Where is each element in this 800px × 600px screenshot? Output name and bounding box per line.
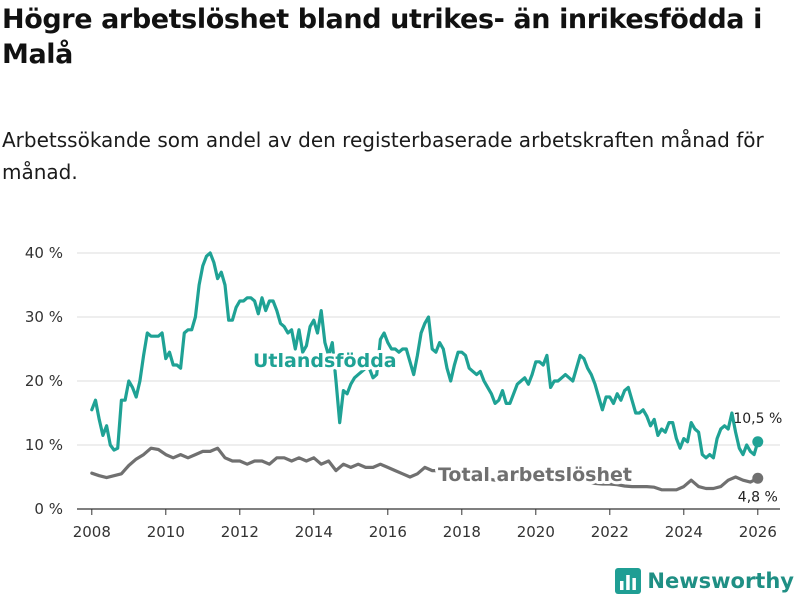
y-tick-label-20: 20 %: [25, 372, 63, 390]
bar-chart-logo-icon: [615, 568, 642, 594]
x-tick-label-2018: 2018: [443, 523, 481, 541]
x-tick-label-2024: 2024: [665, 523, 703, 541]
end-point-total-arbetslöshet: [752, 472, 764, 484]
x-tick-label-2016: 2016: [369, 523, 407, 541]
y-tick-label-10: 10 %: [25, 436, 63, 454]
x-tick-label-2022: 2022: [591, 523, 629, 541]
end-label-total: 4,8 %: [738, 489, 778, 505]
series-line-total-arbetslöshet: [90, 446, 760, 492]
x-tick-label-2012: 2012: [221, 523, 259, 541]
y-axis-ticks: 0 % 10 % 20 % 30 % 40 %: [25, 244, 63, 518]
brand-name: Newsworthy: [647, 569, 794, 593]
series-label-utlandsfodda: Utlandsfödda: [253, 350, 397, 372]
x-tick-label-2010: 2010: [147, 523, 185, 541]
chart-title: Högre arbetslöshet bland utrikes- än inr…: [2, 4, 762, 70]
x-tick-label-2008: 2008: [73, 523, 111, 541]
series-lines: [90, 251, 764, 492]
grid-lines: [77, 252, 780, 510]
series-label-total: Total arbetslöshet: [438, 464, 632, 486]
series-line-utlandsfödda: [90, 251, 760, 460]
y-tick-label-0: 0 %: [34, 500, 63, 518]
brand-logo: Newsworthy: [615, 568, 794, 594]
y-tick-label-40: 40 %: [25, 244, 63, 262]
y-tick-label-30: 30 %: [25, 308, 63, 326]
chart-subtitle: Arbetssökande som andel av den registerb…: [2, 128, 764, 184]
x-tick-label-2026: 2026: [739, 523, 777, 541]
end-label-utlandsfodda: 10,5 %: [733, 411, 782, 427]
x-tick-label-2014: 2014: [295, 523, 333, 541]
end-point-utlandsfödda: [752, 436, 764, 448]
line-chart: 0 % 10 % 20 % 30 % 40 % 2008 2010 2012 2014 2016…: [25, 244, 782, 541]
x-tick-label-2020: 2020: [517, 523, 555, 541]
x-axis: 2008 2010 2012 2014 2016 2018 2020 2022 2024 2026: [73, 509, 777, 541]
series-labels: 10,5 % 4,8 % Utlandsfödda Total arbetslöshe…: [250, 347, 782, 505]
